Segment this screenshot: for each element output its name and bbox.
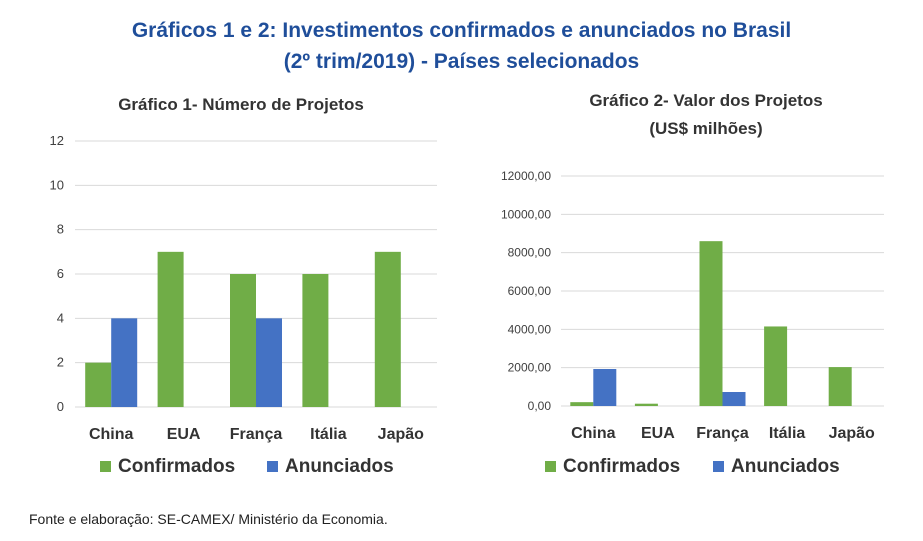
chart2-bar-confirmados xyxy=(828,367,852,406)
chart1-y-tick-label: 0 xyxy=(57,399,64,414)
chart1-bar-confirmados xyxy=(302,274,329,407)
chart2-category-label: EUA xyxy=(641,425,675,442)
chart1-category-label: Itália xyxy=(310,426,347,443)
chart2-category-label: França xyxy=(696,425,749,442)
chart2-bar-confirmados xyxy=(699,241,723,406)
chart2-title-line-2: (US$ milhões) xyxy=(649,119,763,138)
chart2-bar-confirmados xyxy=(570,402,594,406)
chart1-y-tick-label: 6 xyxy=(57,266,64,281)
chart1-category-label: Japão xyxy=(378,426,424,443)
chart1-category-label: China xyxy=(89,426,134,443)
chart2-legend-label-confirmados: Confirmados xyxy=(563,456,680,477)
chart2-bar-confirmados xyxy=(764,326,788,406)
chart2-y-tick-label: 6000,00 xyxy=(508,284,552,298)
chart1-y-tick-label: 12 xyxy=(50,133,64,148)
chart2-y-tick-label: 2000,00 xyxy=(508,361,552,375)
chart2-legend-swatch-confirmados xyxy=(545,461,556,472)
chart2-legend-swatch-anunciados xyxy=(713,461,724,472)
chart1-legend-swatch-confirmados xyxy=(100,461,111,472)
chart1-bar-anunciados xyxy=(256,318,282,407)
chart1-category-label: EUA xyxy=(167,426,201,443)
chart1-bar-anunciados xyxy=(111,318,138,407)
source-note: Fonte e elaboração: SE-CAMEX/ Ministério… xyxy=(29,511,388,527)
main-title-line-1: Gráficos 1 e 2: Investimentos confirmado… xyxy=(131,19,792,42)
chart1-y-tick-label: 4 xyxy=(57,310,64,325)
chart1-bar-confirmados xyxy=(374,251,401,407)
chart1-bar-confirmados xyxy=(85,362,112,407)
chart2-y-tick-label: 10000,00 xyxy=(501,207,551,221)
chart2-category-label: China xyxy=(571,425,616,442)
chart2-bar-confirmados xyxy=(634,403,658,406)
chart1-legend-swatch-anunciados xyxy=(267,461,278,472)
chart2-bar-anunciados xyxy=(722,392,746,406)
chart1-y-tick-label: 8 xyxy=(57,222,64,237)
chart2-y-tick-label: 8000,00 xyxy=(508,246,552,260)
chart1-legend-label-anunciados: Anunciados xyxy=(285,456,394,477)
chart2-y-tick-label: 12000,00 xyxy=(501,169,551,183)
chart1-legend-label-confirmados: Confirmados xyxy=(118,456,235,477)
main-title-line-2: (2º trim/2019) - Países selecionados xyxy=(283,50,640,73)
chart1-category-label: França xyxy=(230,426,283,443)
chart2-title-line-1: Gráfico 2- Valor dos Projetos xyxy=(589,91,823,110)
chart2-y-tick-label: 4000,00 xyxy=(508,322,552,336)
chart1-y-tick-label: 2 xyxy=(57,355,64,370)
chart2-bar-anunciados xyxy=(593,369,617,406)
chart1-bar-confirmados xyxy=(230,274,256,407)
chart2-y-tick-label: 0,00 xyxy=(528,399,552,413)
chart2-category-label: Japão xyxy=(829,425,875,442)
chart2-category-label: Itália xyxy=(769,425,806,442)
chart1-bar-confirmados xyxy=(157,251,184,407)
chart1-title: Gráfico 1- Número de Projetos xyxy=(118,95,364,114)
chart1-y-tick-label: 10 xyxy=(50,177,64,192)
chart2-legend-label-anunciados: Anunciados xyxy=(731,456,840,477)
